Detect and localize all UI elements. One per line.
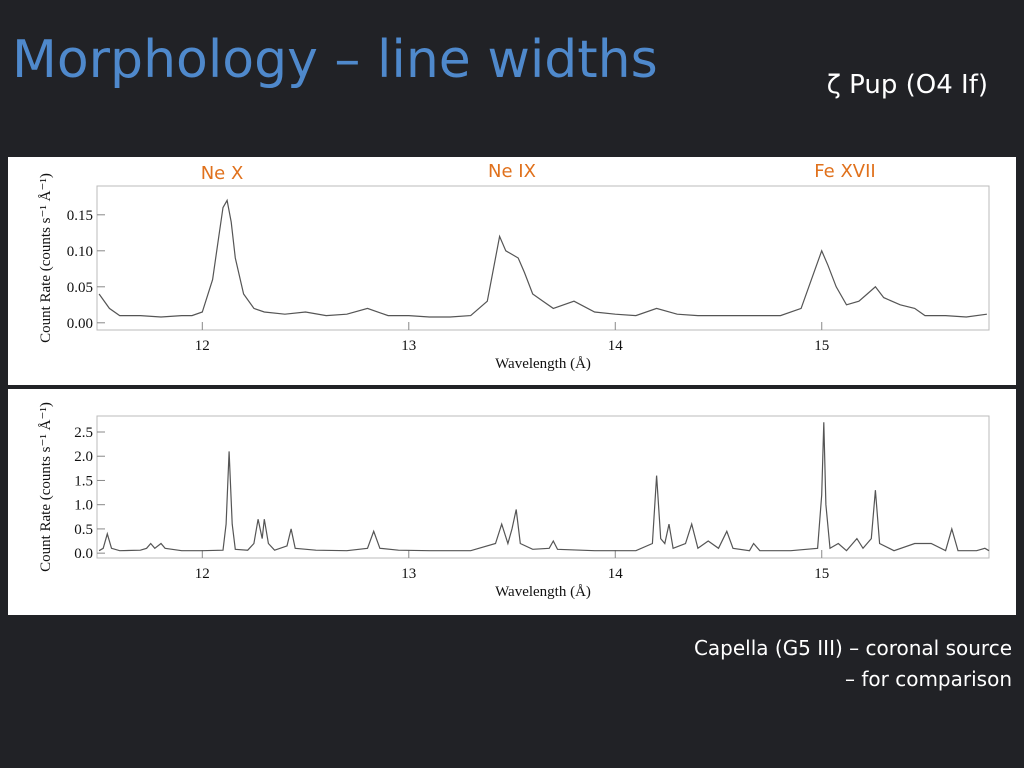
y-tick-label: 1.5: [74, 473, 93, 489]
slide-subtitle: ζ Pup (O4 If): [826, 70, 988, 100]
slide-title: Morphology – line widths: [12, 30, 658, 90]
x-tick-label: 15: [814, 566, 829, 582]
x-tick-label: 12: [195, 566, 210, 582]
y-tick-label: 0.05: [67, 280, 93, 296]
x-tick-label: 13: [401, 566, 416, 582]
spectrum-line: [98, 198, 987, 318]
y-tick-label: 0.5: [74, 522, 93, 538]
panel: [8, 389, 1016, 615]
y-axis-label: Count Rate (counts s⁻¹ Å⁻¹): [38, 402, 54, 572]
y-tick-label: 0.0: [74, 546, 93, 562]
y-tick-label: 0.00: [67, 316, 93, 332]
x-tick-label: 12: [195, 338, 210, 354]
y-tick-label: 2.0: [74, 449, 93, 465]
plot-frame: [96, 415, 990, 559]
annotation: Fe XVII: [814, 161, 875, 182]
panel: [8, 157, 1016, 385]
x-tick-label: 15: [814, 338, 829, 354]
caption-line: – for comparison: [845, 667, 1012, 691]
x-tick-label: 14: [608, 566, 624, 582]
annotation: Ne IX: [488, 161, 536, 182]
y-tick-label: 0.10: [67, 244, 93, 260]
x-tick-label: 14: [608, 338, 624, 354]
y-tick-label: 1.0: [74, 498, 93, 514]
y-tick-label: 0.15: [67, 208, 93, 224]
caption-line: Capella (G5 III) – coronal source: [693, 636, 1012, 660]
spectrum-line: [98, 422, 990, 552]
plot-frame: [96, 185, 990, 331]
x-tick-label: 13: [401, 338, 416, 354]
y-axis-label: Count Rate (counts s⁻¹ Å⁻¹): [38, 173, 54, 343]
x-axis-label: Wavelength (Å): [495, 356, 591, 372]
y-tick-label: 2.5: [74, 425, 93, 441]
x-axis-label: Wavelength (Å): [495, 584, 591, 600]
annotation: Ne X: [201, 163, 244, 184]
